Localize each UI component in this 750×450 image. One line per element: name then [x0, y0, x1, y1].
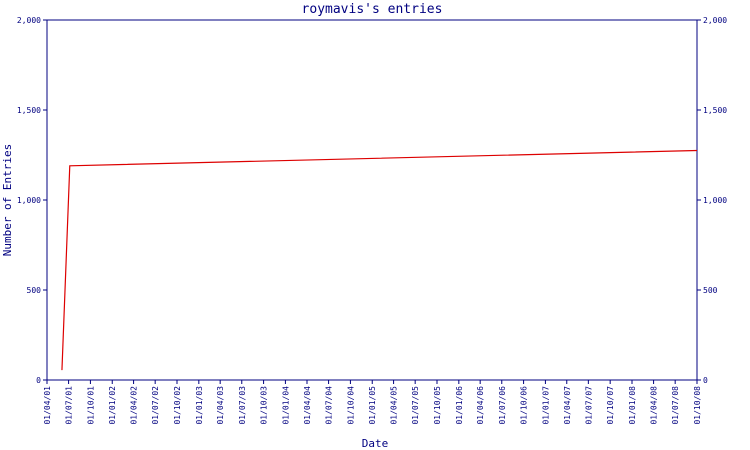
x-tick-label: 01/04/07 — [563, 386, 572, 425]
y2-tick-label: 2,000 — [703, 16, 727, 25]
x-tick-label: 01/04/05 — [390, 386, 399, 425]
x-tick-label: 01/04/08 — [650, 386, 659, 425]
y-axis-label: Number of Entries — [1, 144, 14, 257]
x-tick-label: 01/07/08 — [671, 386, 680, 425]
x-tick-label: 01/04/01 — [43, 386, 52, 425]
x-tick-label: 01/04/03 — [216, 386, 225, 425]
x-tick-label: 01/10/07 — [606, 386, 615, 425]
x-tick-label: 01/01/07 — [541, 386, 550, 425]
y2-tick-label: 1,500 — [703, 106, 727, 115]
x-tick-label: 01/10/04 — [346, 386, 355, 425]
y2-tick-label: 1,000 — [703, 196, 727, 205]
x-tick-label: 01/10/06 — [520, 386, 529, 425]
x-tick-label: 01/10/05 — [433, 386, 442, 425]
x-tick-label: 01/01/05 — [368, 386, 377, 425]
x-tick-label: 01/07/01 — [65, 386, 74, 425]
data-line — [61, 149, 698, 371]
y-tick-label: 1,000 — [17, 196, 41, 205]
x-tick-label: 01/10/03 — [260, 386, 269, 425]
x-tick-label: 01/04/06 — [476, 386, 485, 425]
x-tick-label: 01/04/02 — [130, 386, 139, 425]
y2-tick-label: 0 — [703, 376, 708, 385]
x-tick-label: 01/01/08 — [628, 386, 637, 425]
y-tick-label: 2,000 — [17, 16, 41, 25]
x-tick-label: 01/07/05 — [411, 386, 420, 425]
y-tick-label: 500 — [27, 286, 42, 295]
x-tick-label: 01/01/04 — [281, 386, 290, 425]
x-tick-label: 01/07/07 — [584, 386, 593, 425]
x-tick-label: 01/10/08 — [693, 386, 702, 425]
chart-title: roymavis's entries — [302, 2, 443, 17]
x-tick-label: 01/01/02 — [108, 386, 117, 425]
x-axis-label: Date — [362, 437, 389, 450]
y-tick-label: 0 — [36, 376, 41, 385]
x-tick-label: 01/01/06 — [455, 386, 464, 425]
x-tick-label: 01/10/01 — [86, 386, 95, 425]
y2-tick-label: 500 — [703, 286, 718, 295]
y-tick-label: 1,500 — [17, 106, 41, 115]
x-tick-label: 01/07/06 — [498, 386, 507, 425]
x-tick-label: 01/10/02 — [173, 386, 182, 425]
x-tick-label: 01/04/04 — [303, 386, 312, 425]
x-tick-label: 01/01/03 — [195, 386, 204, 425]
x-tick-label: 01/07/02 — [151, 386, 160, 425]
x-tick-label: 01/07/04 — [325, 386, 334, 425]
x-tick-label: 01/07/03 — [238, 386, 247, 425]
plot-frame — [46, 19, 698, 381]
